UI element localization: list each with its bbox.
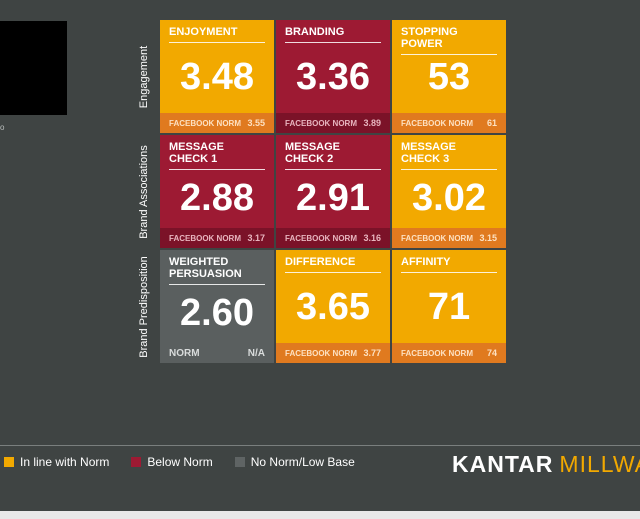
norm-value: 3.89 (363, 118, 381, 128)
tile-norm: NORM N/A (160, 343, 274, 363)
tile-label: STOPPING POWER (401, 26, 497, 55)
legend-swatch (4, 457, 14, 467)
brand-logo-part2: MILLWAR (559, 451, 640, 477)
tile-value: 3.02 (412, 177, 486, 219)
tile-value: 3.65 (296, 286, 370, 328)
legend-swatch (234, 457, 245, 467)
norm-value: 3.77 (363, 348, 381, 358)
tile-message-check-3: MESSAGE CHECK 3 3.02 FACEBOOK NORM 3.15 (392, 135, 506, 248)
norm-label: NORM (169, 347, 200, 359)
tile-label: MESSAGE CHECK 2 (285, 141, 381, 170)
norm-label: FACEBOOK NORM (401, 118, 473, 128)
row-label-engagement: Engagement (138, 45, 151, 108)
tile-label: BRANDING (285, 26, 381, 43)
tile-value: 53 (427, 56, 471, 98)
norm-value: 3.17 (247, 233, 265, 243)
norm-value: 74 (486, 348, 497, 358)
tile-norm: FACEBOOK NORM 3.55 (160, 113, 274, 133)
tile-norm: FACEBOOK NORM 3.17 (160, 228, 274, 248)
tile-value: 2.60 (180, 292, 254, 334)
legend: In line with Norm Below Norm No Norm/Low… (4, 455, 377, 469)
tile-enjoyment: ENJOYMENT 3.48 FACEBOOK NORM 3.55 (160, 20, 274, 133)
tile-value: 2.88 (180, 177, 254, 219)
tile-branding: BRANDING 3.36 FACEBOOK NORM 3.89 (276, 20, 390, 133)
legend-item-nonorm: No Norm/Low Base (234, 455, 355, 469)
legend-item-below: Below Norm (131, 455, 213, 469)
norm-label: FACEBOOK NORM (169, 233, 241, 243)
norm-label: FACEBOOK NORM (285, 348, 357, 358)
norm-value: 3.15 (479, 233, 497, 243)
tile-label: MESSAGE CHECK 1 (169, 141, 265, 170)
thumbnail-caption: o (0, 123, 5, 132)
tile-label: ENJOYMENT (169, 26, 265, 43)
tile-affinity: AFFINITY 71 FACEBOOK NORM 74 (392, 250, 506, 363)
tile-norm: FACEBOOK NORM 3.89 (276, 113, 390, 133)
tile-value: 3.48 (180, 56, 254, 98)
tile-stopping-power: STOPPING POWER 53 FACEBOOK NORM 61 (392, 20, 506, 133)
tile-norm: FACEBOOK NORM 3.77 (276, 343, 390, 363)
tile-weighted-persuasion: WEIGHTED PERSUASION 2.60 NORM N/A (160, 250, 274, 363)
norm-value: 61 (486, 118, 497, 128)
norm-label: FACEBOOK NORM (285, 233, 357, 243)
tile-value: 2.91 (296, 177, 370, 219)
legend-label: In line with Norm (20, 455, 110, 469)
tile-norm: FACEBOOK NORM 74 (392, 343, 506, 363)
legend-label: Below Norm (147, 455, 213, 469)
norm-label: FACEBOOK NORM (169, 118, 241, 128)
tile-message-check-2: MESSAGE CHECK 2 2.91 FACEBOOK NORM 3.16 (276, 135, 390, 248)
tile-label: DIFFERENCE (285, 256, 381, 273)
tile-norm: FACEBOOK NORM 61 (392, 113, 506, 133)
norm-value: N/A (247, 347, 265, 359)
brand-logo-part1: KANTAR (452, 451, 554, 477)
tile-label: WEIGHTED PERSUASION (169, 256, 265, 285)
legend-label: No Norm/Low Base (250, 455, 355, 469)
ad-thumbnail (0, 21, 67, 115)
norm-value: 3.16 (363, 233, 381, 243)
tile-difference: DIFFERENCE 3.65 FACEBOOK NORM 3.77 (276, 250, 390, 363)
legend-item-inline: In line with Norm (4, 455, 109, 469)
tile-label: MESSAGE CHECK 3 (401, 141, 497, 170)
bottom-strip (0, 511, 640, 519)
tile-value: 71 (427, 286, 471, 328)
tile-value: 3.36 (296, 56, 370, 98)
row-label-brand-predisposition: Brand Predisposition (138, 255, 151, 358)
tile-message-check-1: MESSAGE CHECK 1 2.88 FACEBOOK NORM 3.17 (160, 135, 274, 248)
row-label-brand-associations: Brand Associations (138, 144, 150, 239)
tile-label: AFFINITY (401, 256, 497, 273)
norm-label: FACEBOOK NORM (285, 118, 357, 128)
norm-value: 3.55 (247, 118, 265, 128)
tile-norm: FACEBOOK NORM 3.16 (276, 228, 390, 248)
footer-divider (0, 445, 640, 446)
tile-norm: FACEBOOK NORM 3.15 (392, 228, 506, 248)
norm-label: FACEBOOK NORM (401, 348, 473, 358)
brand-logo: KANTARMILLWAR (452, 451, 640, 478)
metrics-grid: ENJOYMENT 3.48 FACEBOOK NORM 3.55 BRANDI… (160, 20, 506, 363)
legend-swatch (131, 457, 142, 467)
norm-label: FACEBOOK NORM (401, 233, 473, 243)
